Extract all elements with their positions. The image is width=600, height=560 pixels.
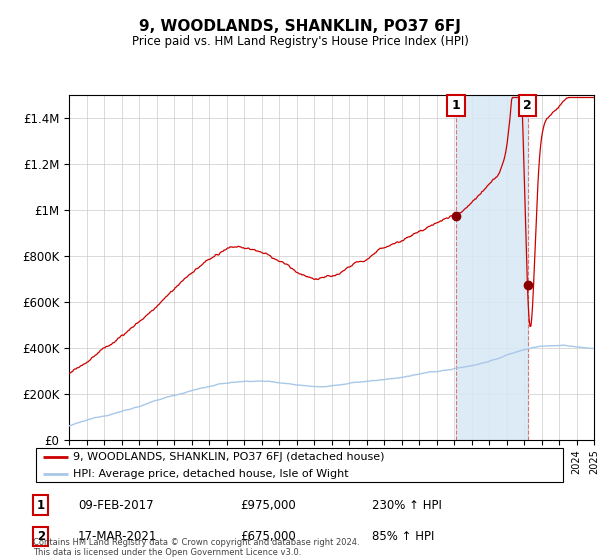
Text: 2: 2 [523,99,532,112]
Bar [456,95,527,440]
Text: 09-FEB-2017: 09-FEB-2017 [78,498,154,512]
Text: HPI: Average price, detached house, Isle of Wight: HPI: Average price, detached house, Isle… [73,469,349,479]
Text: 230% ↑ HPI: 230% ↑ HPI [372,498,442,512]
Text: Price paid vs. HM Land Registry's House Price Index (HPI): Price paid vs. HM Land Registry's House … [131,35,469,49]
Text: 9, WOODLANDS, SHANKLIN, PO37 6FJ (detached house): 9, WOODLANDS, SHANKLIN, PO37 6FJ (detach… [73,451,385,461]
Text: 1: 1 [37,498,45,512]
Text: 17-MAR-2021: 17-MAR-2021 [78,530,157,543]
Text: Contains HM Land Registry data © Crown copyright and database right 2024.
This d: Contains HM Land Registry data © Crown c… [33,538,359,557]
Text: 1: 1 [451,99,460,112]
Text: £675,000: £675,000 [240,530,296,543]
Text: 2: 2 [37,530,45,543]
Text: 85% ↑ HPI: 85% ↑ HPI [372,530,434,543]
Text: 9, WOODLANDS, SHANKLIN, PO37 6FJ: 9, WOODLANDS, SHANKLIN, PO37 6FJ [139,20,461,34]
Text: £975,000: £975,000 [240,498,296,512]
FancyBboxPatch shape [35,448,563,483]
